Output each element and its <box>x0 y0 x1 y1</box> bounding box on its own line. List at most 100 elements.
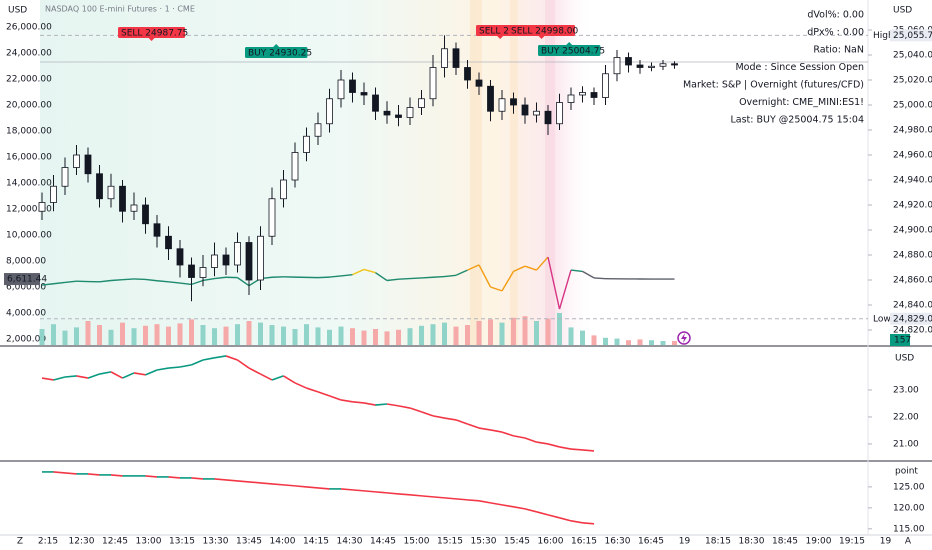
pane-line <box>490 429 503 433</box>
pane-line <box>53 471 66 474</box>
signal-box[interactable] <box>245 47 308 58</box>
pane-line <box>340 488 353 491</box>
candle-body <box>613 57 621 75</box>
volume-bar <box>568 327 574 345</box>
candle-body <box>234 242 241 266</box>
pane-line <box>271 483 284 486</box>
oscillator-line <box>386 278 399 282</box>
pane-line <box>260 482 273 485</box>
pane-line <box>64 472 77 475</box>
pane-line <box>271 375 284 381</box>
volume-bar <box>269 325 275 345</box>
volume-bar <box>557 313 562 345</box>
pane-line <box>524 437 537 443</box>
alert-icon[interactable] <box>677 331 691 345</box>
pane-line <box>375 403 388 406</box>
signal-box[interactable] <box>508 25 576 36</box>
volume-bar <box>488 319 493 345</box>
signal-label: BUY 25004.75 <box>541 46 605 56</box>
pane-line <box>444 417 457 421</box>
session-stripe <box>470 0 482 345</box>
y-tick-label: 24,900.00 <box>893 226 932 236</box>
x-tick-label: 14:00 <box>270 537 296 547</box>
volume-bar <box>614 338 620 345</box>
candle-body <box>176 248 184 266</box>
y-tick-label: 24,980.00 <box>893 126 932 136</box>
pane-y-tick-label: 120.00 <box>893 503 925 513</box>
pane-line <box>386 492 399 495</box>
pane-line <box>237 359 250 369</box>
candle-body <box>533 110 540 116</box>
pane-line <box>248 367 261 375</box>
oscillator-line <box>558 269 572 310</box>
alert-bolt <box>681 333 687 343</box>
session-stripe <box>510 0 518 345</box>
candle-body <box>395 114 402 118</box>
signal-box[interactable] <box>538 45 601 56</box>
x-tick-label: 13:30 <box>203 537 229 547</box>
volume-bar <box>97 325 102 345</box>
pane-line <box>214 355 227 359</box>
candle-body <box>487 85 494 112</box>
pane-line <box>283 484 296 487</box>
candle-body <box>245 242 253 281</box>
pane-line <box>363 402 376 406</box>
pane-line <box>547 514 560 519</box>
pane-line <box>582 449 595 452</box>
pane-line <box>87 373 100 379</box>
candle-body <box>567 94 575 103</box>
y-tick-label: 25,020.00 <box>893 76 932 86</box>
oscillator-line <box>156 280 169 283</box>
candle-body <box>418 98 425 108</box>
candle-body <box>188 264 195 278</box>
y2-tick-label: 12,000.00 <box>6 204 52 214</box>
oscillator-line <box>202 277 215 282</box>
pane-line <box>110 474 123 477</box>
oscillator-line <box>409 277 422 280</box>
pane-line <box>432 415 445 419</box>
oscillator-line <box>329 275 342 278</box>
x-tick-label: 15:00 <box>404 537 430 547</box>
volume-bar <box>534 321 539 345</box>
y2-tick-label: 4,000.00 <box>6 308 46 318</box>
pane-line <box>432 496 445 499</box>
candle-body <box>452 48 460 68</box>
pane-line <box>156 367 169 371</box>
x-tick-label: 19:00 <box>806 537 832 547</box>
y2-tick-label: 24,000.00 <box>6 48 52 58</box>
volume-bar <box>327 329 332 345</box>
pane-line <box>306 387 319 393</box>
candle-body <box>153 223 161 237</box>
oscillator-line <box>145 278 158 282</box>
pane-line <box>168 366 181 369</box>
corner-left[interactable]: Z <box>17 537 23 547</box>
signal-pointer <box>148 38 155 41</box>
oscillator-line <box>570 269 583 273</box>
session-stripe <box>545 0 555 345</box>
candle-body <box>406 107 414 118</box>
pane-line <box>352 401 365 404</box>
info-line: Ratio: NaN <box>813 45 864 56</box>
right-unit: USD <box>893 6 912 16</box>
signal-box[interactable] <box>118 27 186 38</box>
info-line: dPx% : 0.00 <box>807 27 864 38</box>
oscillator-last-label: 6,611.44 <box>7 275 47 285</box>
oscillator-line <box>478 264 492 288</box>
volume-bar <box>51 324 56 345</box>
corner-right[interactable]: A <box>905 537 912 547</box>
pane-line <box>536 441 549 445</box>
candle-body <box>429 67 437 100</box>
x-tick-label: 13:00 <box>136 537 162 547</box>
volume-bar <box>108 329 114 345</box>
candle-body <box>199 267 207 278</box>
pane-unit: point <box>895 467 918 477</box>
volume-bar <box>407 328 413 345</box>
volume-bar <box>85 321 91 345</box>
pane-line <box>64 375 77 378</box>
y2-tick-label: 6,000.00 <box>6 282 46 292</box>
pane-y-tick-label: 125.00 <box>893 482 925 492</box>
pane-line <box>501 431 514 437</box>
low-name: Low <box>873 314 891 324</box>
x-tick-label: 18:30 <box>739 537 765 547</box>
